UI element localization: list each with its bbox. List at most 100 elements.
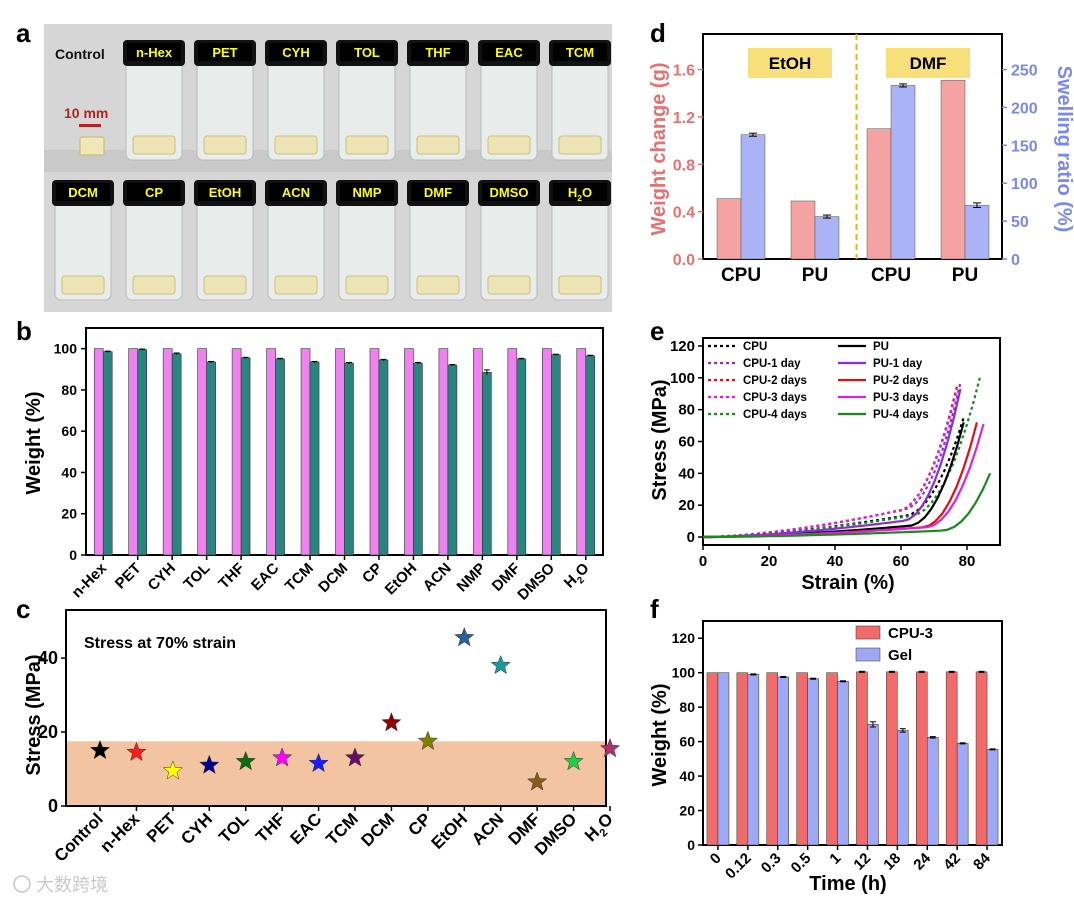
f-bar-gel — [897, 730, 909, 846]
vial-photograph: Control 10 mm n-Hex PET CYH TOL THF EAC TCM DC… — [44, 24, 612, 312]
d-group-label-bg — [748, 48, 832, 78]
vial-sample — [345, 275, 389, 295]
vial-label-bg — [269, 43, 323, 61]
e-curve-cpu-1-day — [702, 382, 962, 539]
f-bar-gel — [927, 737, 939, 846]
c-xtick-label: ACN — [468, 809, 507, 848]
d-bar-weight-change — [790, 200, 816, 260]
d-ytick-left-label: 1.2 — [673, 110, 695, 127]
b-xtick-label: DCM — [315, 560, 351, 596]
panel-d-swelling-chart: Weight change (g) Swelling ratio (%) 0.0… — [648, 33, 1074, 286]
e-ytick-label: 20 — [678, 497, 695, 514]
e-xlabel: Strain (%) — [801, 572, 894, 594]
f-ytick-label: 40 — [679, 768, 695, 784]
c-star-marker — [526, 771, 548, 791]
c-star-marker — [235, 750, 256, 771]
c-star-marker — [271, 747, 293, 767]
panel-letter-f: f — [650, 594, 659, 624]
d-bar-weight-change — [940, 79, 966, 260]
f-ytick-label: 80 — [679, 699, 695, 715]
c-xtick-label: H2O — [581, 809, 620, 848]
vial-sample — [132, 275, 176, 295]
e-ytick-label: 0 — [687, 529, 695, 546]
c-ytick-label: 0 — [48, 796, 58, 816]
c-xtick-label: Control — [51, 809, 107, 865]
f-xtick-label: 24 — [910, 849, 934, 873]
f-xtick-label: 84 — [970, 849, 994, 873]
c-xtick-label: EtOH — [428, 809, 471, 852]
e-curve-cpu — [703, 417, 965, 539]
b-ytick-label: 80 — [61, 382, 77, 398]
f-legend-swatch — [855, 647, 881, 662]
control-label: Control — [55, 46, 105, 62]
b-bar-before — [93, 348, 104, 556]
vial-label-top-1: PET — [212, 45, 237, 60]
f-bar-gel — [986, 749, 999, 846]
vial-sample — [558, 275, 602, 295]
vial-label-bg — [553, 43, 607, 61]
photo-shelf — [44, 150, 612, 172]
f-bar-cpu-3 — [766, 672, 778, 846]
vial-label-bg — [411, 183, 465, 201]
d-ytick-right-label: 250 — [1011, 63, 1038, 80]
b-bar-before — [266, 348, 276, 556]
vial-sample — [487, 135, 531, 155]
b-bar-before — [576, 348, 587, 556]
b-bar-before — [541, 348, 552, 556]
b-ytick-label: 40 — [61, 464, 77, 480]
c-xtick-label: DMSO — [531, 809, 580, 858]
f-legend-label: CPU-3 — [888, 625, 933, 642]
d-bar-weight-change — [716, 198, 742, 260]
f-bar-cpu-3 — [945, 671, 958, 846]
f-bar-cpu-3 — [796, 672, 808, 846]
vial-label-bottom-5: DMF — [424, 185, 452, 200]
b-bar-before — [473, 348, 483, 556]
b-bar-after — [206, 361, 216, 556]
e-legend-label: CPU-3 days — [743, 392, 807, 404]
scale-bar — [79, 124, 101, 127]
d-ylabel-left: Weight change (g) — [648, 63, 670, 236]
c-xtick-label: n-Hex — [96, 809, 143, 856]
scale-bar-label: 10 mm — [64, 105, 108, 121]
vial-sample — [416, 135, 460, 155]
vial-sample — [61, 275, 105, 295]
d-bar-swelling-ratio — [740, 134, 766, 260]
e-xtick-label: 0 — [699, 553, 707, 570]
c-xtick-label: THF — [252, 809, 289, 846]
vial-label-bg — [198, 43, 252, 61]
vial-label-bottom-3: ACN — [282, 185, 310, 200]
f-ytick-label: 0 — [687, 837, 695, 853]
f-xtick-label: 12 — [850, 850, 874, 874]
vial-sample — [132, 135, 176, 155]
d-group-label: EtOH — [769, 54, 812, 73]
f-bar-gel — [717, 672, 730, 846]
vial-label-bottom-0: DCM — [68, 185, 98, 200]
b-ytick-label: 60 — [61, 423, 77, 439]
c-star-marker — [454, 626, 475, 647]
c-star-marker — [563, 750, 584, 771]
c-xtick-label: CYH — [177, 809, 216, 848]
c-xtick-label: DCM — [357, 809, 398, 850]
d-ytick-right-label: 200 — [1011, 100, 1038, 117]
f-bar-cpu-3 — [916, 671, 928, 846]
vial-label-bg — [411, 43, 465, 61]
watermark-logo-icon — [13, 875, 31, 893]
b-bar-after — [413, 362, 423, 556]
f-plot-frame — [702, 620, 1003, 846]
e-legend-label: PU-3 days — [873, 392, 929, 404]
f-bar-cpu-3 — [826, 672, 838, 846]
b-bar-after — [550, 354, 561, 556]
vial-label-bg — [482, 43, 536, 61]
b-bar-before — [300, 348, 311, 556]
f-xtick-label: 42 — [940, 850, 964, 874]
e-ytick-label: 120 — [670, 338, 695, 355]
b-ytick-label: 100 — [54, 341, 78, 357]
vial-label-top-2: CYH — [282, 45, 309, 60]
c-star-marker — [162, 760, 184, 780]
panel-letter-d: d — [650, 18, 666, 48]
d-xtick-label: CPU — [721, 265, 761, 286]
b-bar-before — [369, 348, 380, 556]
vial-label-bg — [340, 183, 394, 201]
f-bar-cpu-3 — [706, 672, 719, 846]
c-threshold-band — [66, 741, 606, 806]
